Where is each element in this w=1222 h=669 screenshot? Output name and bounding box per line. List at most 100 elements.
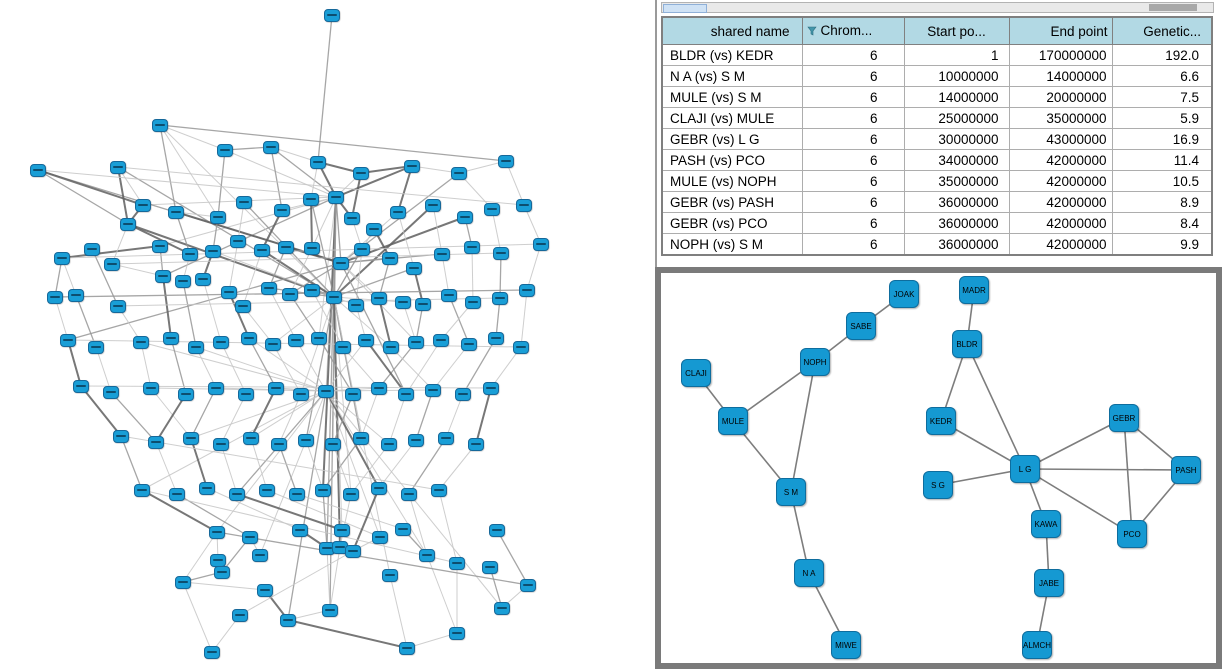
network-node[interactable] (353, 432, 369, 445)
column-header[interactable]: Start po... (903, 16, 1010, 45)
network-node[interactable] (328, 191, 344, 204)
network-node[interactable] (84, 243, 100, 256)
network-node[interactable] (254, 244, 270, 257)
network-node[interactable] (303, 193, 319, 206)
network-node[interactable] (242, 531, 258, 544)
network-node[interactable] (199, 482, 215, 495)
network-node[interactable] (461, 338, 477, 351)
network-node[interactable] (315, 484, 331, 497)
network-node[interactable] (333, 257, 349, 270)
network-node[interactable] (489, 524, 505, 537)
network-node[interactable] (398, 388, 414, 401)
network-node[interactable] (438, 432, 454, 445)
mini-network-node[interactable]: MULE (718, 407, 748, 435)
network-node[interactable] (415, 298, 431, 311)
mini-network-node[interactable]: BLDR (952, 330, 982, 358)
network-node[interactable] (278, 241, 294, 254)
network-node[interactable] (326, 291, 342, 304)
network-node[interactable] (103, 386, 119, 399)
network-node[interactable] (372, 531, 388, 544)
mini-network-node[interactable]: SABE (846, 312, 876, 340)
network-node[interactable] (483, 382, 499, 395)
table-row[interactable]: PASH (vs) PCO 6 34000000 42000000 11.4 (661, 149, 1213, 171)
network-node[interactable] (516, 199, 532, 212)
network-node[interactable] (441, 289, 457, 302)
network-node[interactable] (257, 584, 273, 597)
network-node[interactable] (401, 488, 417, 501)
network-node[interactable] (235, 300, 251, 313)
scrollbar-secondary-thumb[interactable] (1149, 4, 1197, 11)
network-node[interactable] (425, 199, 441, 212)
network-node[interactable] (152, 240, 168, 253)
network-node[interactable] (232, 609, 248, 622)
network-node[interactable] (298, 434, 314, 447)
network-node[interactable] (229, 488, 245, 501)
network-node[interactable] (120, 218, 136, 231)
network-node[interactable] (259, 484, 275, 497)
mini-network-node[interactable]: NOPH (800, 348, 830, 376)
network-node[interactable] (382, 252, 398, 265)
network-node[interactable] (182, 248, 198, 261)
network-node[interactable] (345, 388, 361, 401)
network-node[interactable] (324, 9, 340, 22)
network-node[interactable] (366, 223, 382, 236)
table-row[interactable]: GEBR (vs) PCO 6 36000000 42000000 8.4 (661, 212, 1213, 234)
network-node[interactable] (265, 338, 281, 351)
network-node[interactable] (383, 341, 399, 354)
network-node[interactable] (261, 282, 277, 295)
mini-network-node[interactable]: JABE (1034, 569, 1064, 597)
column-header[interactable]: End point (1008, 16, 1113, 45)
network-node[interactable] (449, 557, 465, 570)
network-node[interactable] (271, 438, 287, 451)
network-node[interactable] (143, 382, 159, 395)
network-node[interactable] (408, 434, 424, 447)
network-node[interactable] (533, 238, 549, 251)
mini-network-node[interactable]: S G (923, 471, 953, 499)
network-node[interactable] (468, 438, 484, 451)
network-node[interactable] (498, 155, 514, 168)
network-node[interactable] (238, 388, 254, 401)
network-node[interactable] (134, 484, 150, 497)
network-node[interactable] (451, 167, 467, 180)
network-node[interactable] (465, 296, 481, 309)
mini-network-node[interactable]: CLAJI (681, 359, 711, 387)
column-header[interactable]: Chrom... (801, 16, 905, 45)
network-node[interactable] (60, 334, 76, 347)
network-node[interactable] (188, 341, 204, 354)
network-node[interactable] (54, 252, 70, 265)
mini-network-node[interactable]: MADR (959, 276, 989, 304)
network-node[interactable] (292, 524, 308, 537)
network-node[interactable] (464, 241, 480, 254)
network-node[interactable] (236, 196, 252, 209)
network-node[interactable] (30, 164, 46, 177)
network-node[interactable] (399, 642, 415, 655)
network-node[interactable] (88, 341, 104, 354)
network-node[interactable] (183, 432, 199, 445)
network-node[interactable] (390, 206, 406, 219)
main-network-view[interactable] (0, 0, 655, 669)
filter-icon[interactable] (806, 26, 817, 36)
network-node[interactable] (110, 161, 126, 174)
network-node[interactable] (282, 288, 298, 301)
network-node[interactable] (214, 566, 230, 579)
network-node[interactable] (168, 206, 184, 219)
network-node[interactable] (252, 549, 268, 562)
network-node[interactable] (274, 204, 290, 217)
network-node[interactable] (110, 300, 126, 313)
network-node[interactable] (431, 484, 447, 497)
network-node[interactable] (209, 526, 225, 539)
network-node[interactable] (135, 199, 151, 212)
network-node[interactable] (73, 380, 89, 393)
network-node[interactable] (304, 242, 320, 255)
network-node[interactable] (419, 549, 435, 562)
table-row[interactable]: MULE (vs) NOPH 6 35000000 42000000 10.5 (661, 170, 1213, 192)
network-node[interactable] (213, 336, 229, 349)
network-node[interactable] (493, 247, 509, 260)
network-node[interactable] (371, 482, 387, 495)
network-node[interactable] (513, 341, 529, 354)
network-node[interactable] (169, 488, 185, 501)
mini-network-node[interactable]: MIWE (831, 631, 861, 659)
network-node[interactable] (395, 296, 411, 309)
mini-network-node[interactable]: KAWA (1031, 510, 1061, 538)
network-node[interactable] (406, 262, 422, 275)
